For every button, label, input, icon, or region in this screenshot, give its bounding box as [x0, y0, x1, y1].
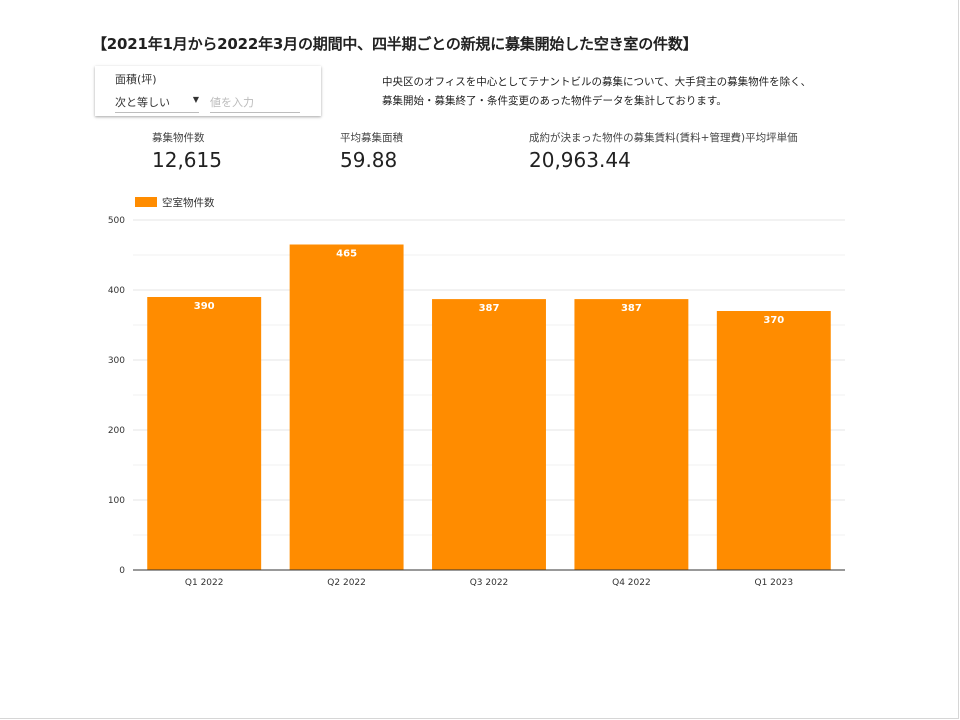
- bar: [289, 244, 404, 570]
- y-tick-label: 300: [108, 356, 125, 366]
- data-label: 390: [194, 301, 215, 312]
- scorecard-value: 59.88: [340, 148, 398, 172]
- x-tick-label: Q4 2022: [612, 578, 651, 588]
- description: 中央区のオフィスを中心としてテナントビルの募集について、大手貸主の募集物件を除く…: [382, 73, 852, 111]
- data-label: 465: [336, 249, 357, 260]
- data-label: 370: [763, 315, 784, 326]
- scorecard-value: 12,615: [152, 148, 222, 172]
- legend-swatch: [135, 197, 157, 207]
- chevron-down-icon: ▼: [192, 95, 199, 104]
- bar: [147, 297, 262, 570]
- bar: [432, 299, 546, 570]
- operator-select[interactable]: 次と等しい ▼: [115, 90, 199, 113]
- y-tick-label: 500: [108, 216, 125, 226]
- scorecard-listing-count: 募集物件数 12,615: [152, 130, 222, 172]
- x-tick-label: Q1 2022: [185, 578, 224, 588]
- scorecard-label: 成約が決まった物件の募集賃料(賃料+管理費)平均坪単価: [529, 132, 798, 144]
- scorecard-label: 募集物件数: [152, 132, 205, 144]
- y-tick-label: 200: [108, 426, 125, 436]
- scorecard-average-rent: 成約が決まった物件の募集賃料(賃料+管理費)平均坪単価 20,963.44: [529, 130, 798, 172]
- description-line: 中央区のオフィスを中心としてテナントビルの募集について、大手貸主の募集物件を除く…: [382, 76, 812, 88]
- area-filter-control: 面積(坪) 次と等しい ▼ 値を入力: [95, 66, 321, 116]
- scorecard-label: 平均募集面積: [340, 132, 403, 144]
- x-tick-label: Q2 2022: [327, 578, 366, 588]
- x-tick-label: Q1 2023: [755, 578, 794, 588]
- chart-legend: 空室物件数: [135, 195, 215, 210]
- value-input[interactable]: 値を入力: [210, 90, 300, 113]
- data-label: 387: [479, 303, 500, 314]
- y-tick-label: 100: [108, 496, 125, 506]
- filter-label: 面積(坪): [115, 73, 157, 86]
- value-input-placeholder: 値を入力: [210, 96, 254, 109]
- y-tick-label: 0: [119, 566, 125, 576]
- data-label: 387: [621, 303, 642, 314]
- y-tick-label: 400: [108, 286, 125, 296]
- x-tick-label: Q3 2022: [470, 578, 509, 588]
- scorecard-value: 20,963.44: [529, 148, 631, 172]
- bar: [716, 311, 831, 570]
- operator-select-value: 次と等しい: [115, 96, 170, 109]
- description-line: 募集開始・募集終了・条件変更のあった物件データを集計しております。: [382, 95, 727, 107]
- legend-label: 空室物件数: [162, 197, 215, 209]
- page-title: 【2021年1月から2022年3月の期間中、四半期ごとの新規に募集開始した空き室…: [92, 35, 698, 53]
- scorecard-average-area: 平均募集面積 59.88: [340, 130, 403, 172]
- bar: [574, 299, 689, 570]
